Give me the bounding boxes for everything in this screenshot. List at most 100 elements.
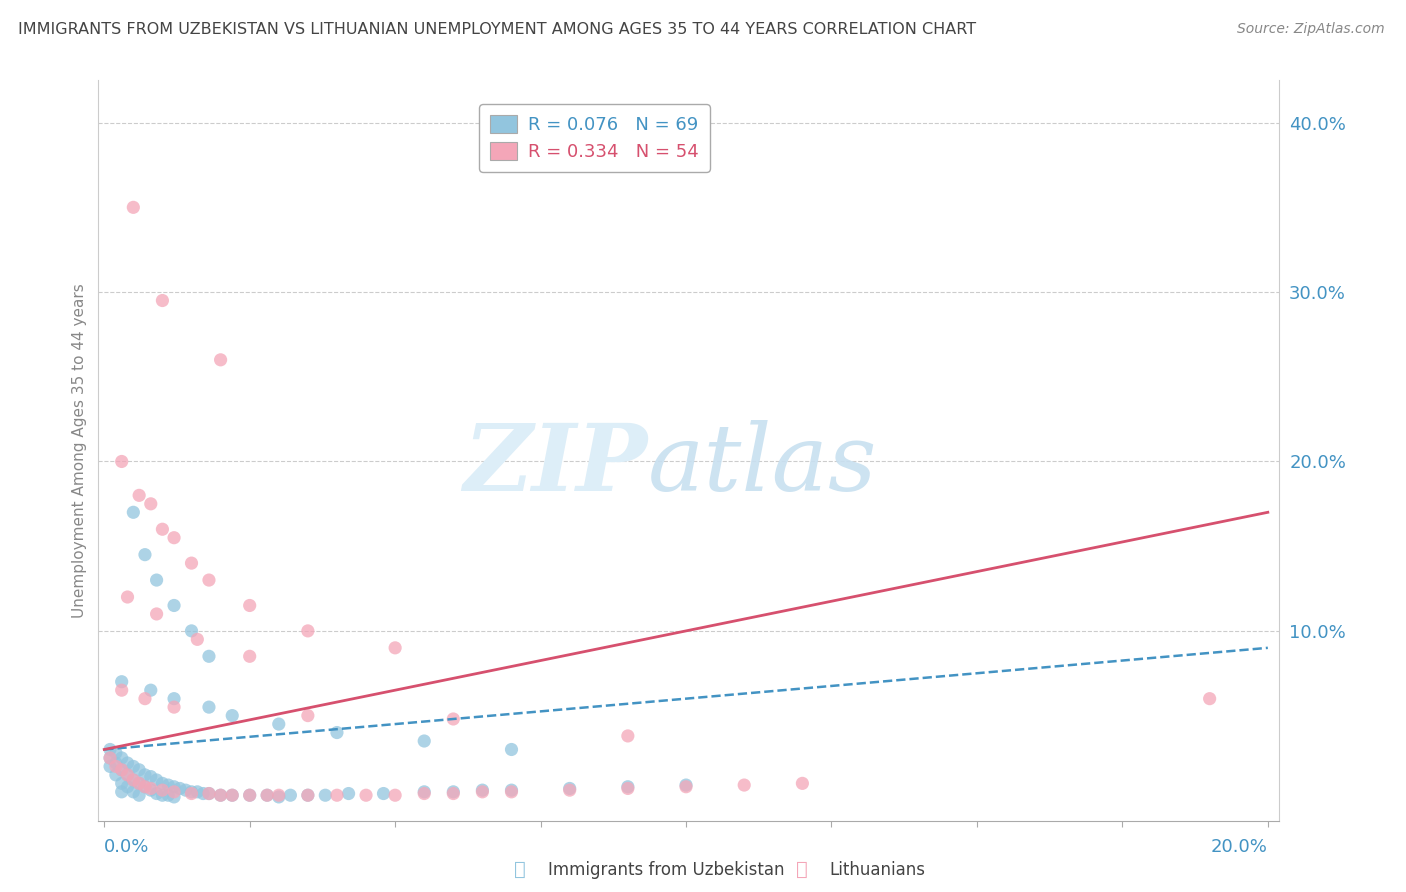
Point: [134, 780, 156, 794]
Point: [191, 787, 214, 801]
Point: [174, 783, 197, 797]
Text: atlas: atlas: [648, 420, 877, 510]
Point: [413, 787, 436, 801]
Point: [675, 778, 697, 792]
Point: [297, 789, 319, 803]
Point: [111, 683, 134, 698]
Point: [239, 599, 262, 613]
Text: ⬜: ⬜: [515, 860, 526, 880]
Point: [152, 293, 174, 308]
Point: [117, 756, 139, 770]
Point: [1198, 691, 1220, 706]
Point: [471, 783, 494, 797]
Point: [180, 624, 202, 638]
Point: [441, 787, 464, 801]
Point: [256, 789, 278, 803]
Point: [122, 200, 145, 214]
Point: [441, 785, 464, 799]
Text: IMMIGRANTS FROM UZBEKISTAN VS LITHUANIAN UNEMPLOYMENT AMONG AGES 35 TO 44 YEARS : IMMIGRANTS FROM UZBEKISTAN VS LITHUANIAN…: [18, 22, 976, 37]
Point: [111, 763, 134, 777]
Point: [180, 556, 202, 570]
Legend: R = 0.076   N = 69, R = 0.334   N = 54: R = 0.076 N = 69, R = 0.334 N = 54: [479, 104, 710, 171]
Point: [267, 789, 290, 804]
Point: [198, 649, 221, 664]
Text: ZIP: ZIP: [464, 420, 648, 510]
Point: [221, 708, 243, 723]
Point: [413, 734, 436, 748]
Point: [186, 785, 208, 799]
Point: [128, 789, 150, 803]
Point: [239, 649, 262, 664]
Point: [221, 789, 243, 803]
Point: [209, 789, 232, 803]
Point: [314, 789, 336, 803]
Point: [157, 778, 180, 792]
Point: [145, 787, 167, 801]
Y-axis label: Unemployment Among Ages 35 to 44 years: Unemployment Among Ages 35 to 44 years: [72, 283, 87, 618]
Point: [501, 742, 523, 756]
Point: [267, 717, 290, 731]
Point: [163, 691, 186, 706]
Point: [157, 789, 180, 803]
Point: [733, 778, 755, 792]
Point: [239, 789, 262, 803]
Point: [139, 781, 162, 796]
Point: [111, 785, 134, 799]
Point: [198, 700, 221, 714]
Point: [139, 497, 162, 511]
Point: [139, 770, 162, 784]
Text: ⬜: ⬜: [796, 860, 807, 880]
Point: [117, 768, 139, 782]
Point: [122, 759, 145, 773]
Point: [180, 785, 202, 799]
Point: [111, 751, 134, 765]
Point: [98, 759, 121, 773]
Point: [280, 789, 302, 803]
Point: [163, 531, 186, 545]
Point: [384, 640, 406, 655]
Point: [122, 785, 145, 799]
Point: [111, 674, 134, 689]
Text: 20.0%: 20.0%: [1211, 838, 1268, 855]
Text: Immigrants from Uzbekistan: Immigrants from Uzbekistan: [548, 861, 785, 879]
Point: [152, 776, 174, 790]
Point: [239, 789, 262, 803]
Point: [145, 772, 167, 787]
Point: [198, 573, 221, 587]
Point: [675, 780, 697, 794]
Point: [128, 776, 150, 790]
Point: [558, 781, 581, 796]
Point: [326, 789, 349, 803]
Point: [617, 780, 640, 794]
Point: [267, 789, 290, 803]
Point: [163, 700, 186, 714]
Point: [617, 781, 640, 796]
Point: [104, 759, 127, 773]
Point: [104, 756, 127, 770]
Text: Lithuanians: Lithuanians: [830, 861, 925, 879]
Point: [128, 763, 150, 777]
Point: [122, 772, 145, 787]
Point: [139, 783, 162, 797]
Point: [152, 789, 174, 803]
Point: [501, 783, 523, 797]
Point: [122, 505, 145, 519]
Point: [145, 573, 167, 587]
Point: [471, 785, 494, 799]
Point: [111, 776, 134, 790]
Point: [169, 781, 191, 796]
Point: [256, 789, 278, 803]
Point: [501, 785, 523, 799]
Point: [384, 789, 406, 803]
Point: [134, 691, 156, 706]
Point: [111, 454, 134, 468]
Point: [98, 751, 121, 765]
Point: [152, 783, 174, 797]
Text: Source: ZipAtlas.com: Source: ZipAtlas.com: [1237, 22, 1385, 37]
Point: [117, 768, 139, 782]
Point: [98, 751, 121, 765]
Point: [373, 787, 395, 801]
Point: [163, 785, 186, 799]
Point: [297, 708, 319, 723]
Point: [117, 780, 139, 794]
